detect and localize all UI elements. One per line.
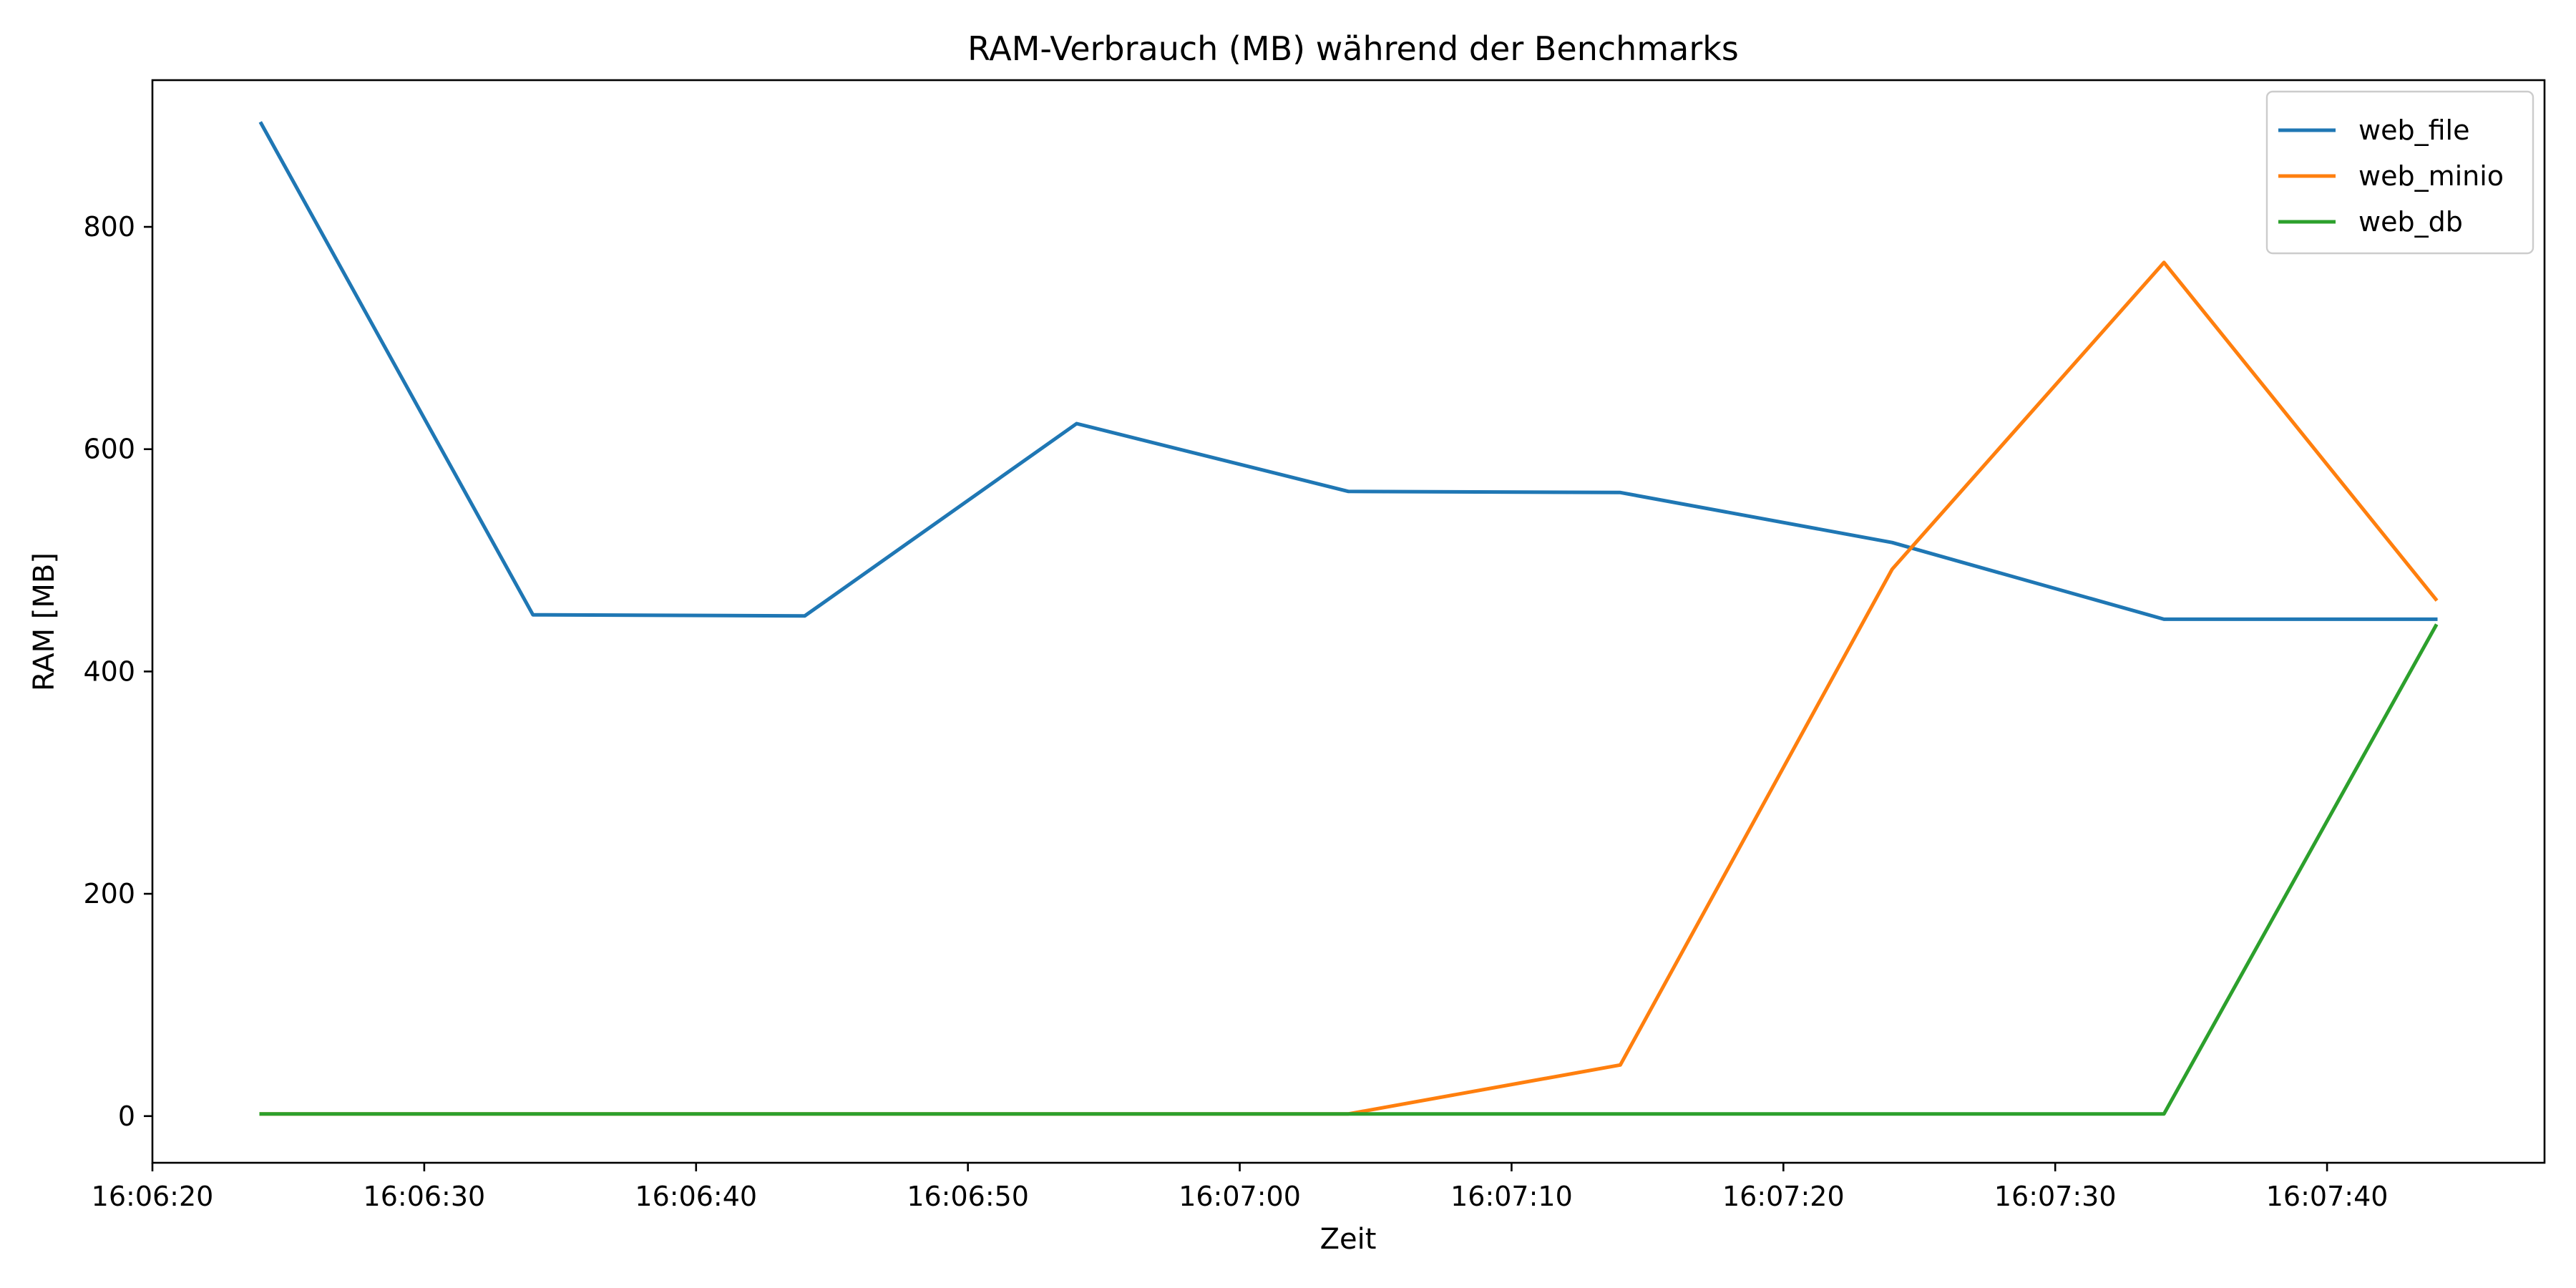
series-line-web-file [258,121,2438,621]
y-tick-label: 600 [83,434,135,465]
x-tick-label: 16:07:10 [1450,1181,1573,1212]
legend-label-web-db: web_db [2358,206,2463,238]
x-tick-label: 16:07:40 [2266,1181,2389,1212]
plot-frame [151,79,2546,1164]
x-tick-label: 16:07:20 [1722,1181,1845,1212]
y-tick-label: 400 [83,655,135,687]
chart-title: RAM-Verbrauch (MB) während der Benchmark… [967,29,1739,68]
legend-label-web-minio: web_minio [2358,160,2504,192]
y-tick-label: 800 [83,211,135,243]
x-tick-label: 16:06:30 [364,1181,486,1212]
y-tick-label: 200 [83,878,135,909]
y-axis: 0 200 400 600 800 [83,211,152,1132]
x-tick-label: 16:06:50 [907,1181,1029,1212]
legend-label-web-file: web_file [2358,114,2469,146]
x-tick-label: 16:06:40 [635,1181,757,1212]
x-tick-label: 16:07:30 [1994,1181,2117,1212]
x-axis: 16:06:20 16:06:30 16:06:40 16:06:50 16:07:00… [92,1163,2389,1212]
x-tick-label: 16:06:20 [92,1181,214,1212]
series-line-web-minio [259,260,2439,1116]
legend: web_file web_minio web_db [2265,90,2534,255]
plot-area [258,121,2439,1116]
series-line-web-db [259,623,2439,1116]
y-axis-label: RAM [MB] [28,552,61,691]
y-tick-label: 0 [118,1101,135,1132]
x-axis-label: Zeit [1320,1223,1377,1256]
x-tick-label: 16:07:00 [1179,1181,1301,1212]
